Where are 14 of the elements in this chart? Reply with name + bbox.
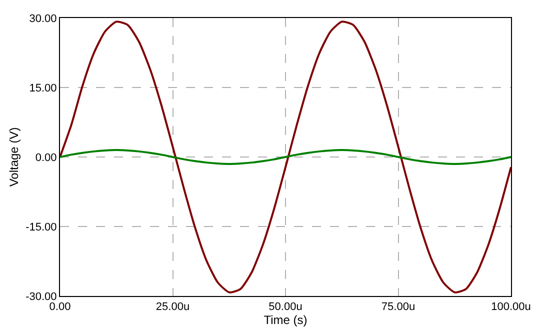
line-series [60, 20, 511, 294]
y-tick-label: -30.00 [26, 290, 57, 303]
x-tick-label: 100.00u [491, 301, 531, 314]
line-series [60, 149, 511, 165]
x-tick-label: 75.00u [381, 301, 416, 314]
x-tick-label: 50.00u [268, 301, 302, 314]
y-tick-label: 15.00 [29, 82, 57, 94]
x-tick-label: 25.00u [156, 301, 190, 314]
y-tick-label: 0.00 [35, 152, 57, 164]
x-axis-title: Time (s) [264, 313, 308, 328]
y-axis-title: Voltage (V) [6, 127, 21, 187]
y-tick-label: -15.00 [26, 221, 57, 234]
x-tick-label: 0.00 [49, 301, 71, 314]
y-tick-label: 30.00 [29, 12, 57, 25]
